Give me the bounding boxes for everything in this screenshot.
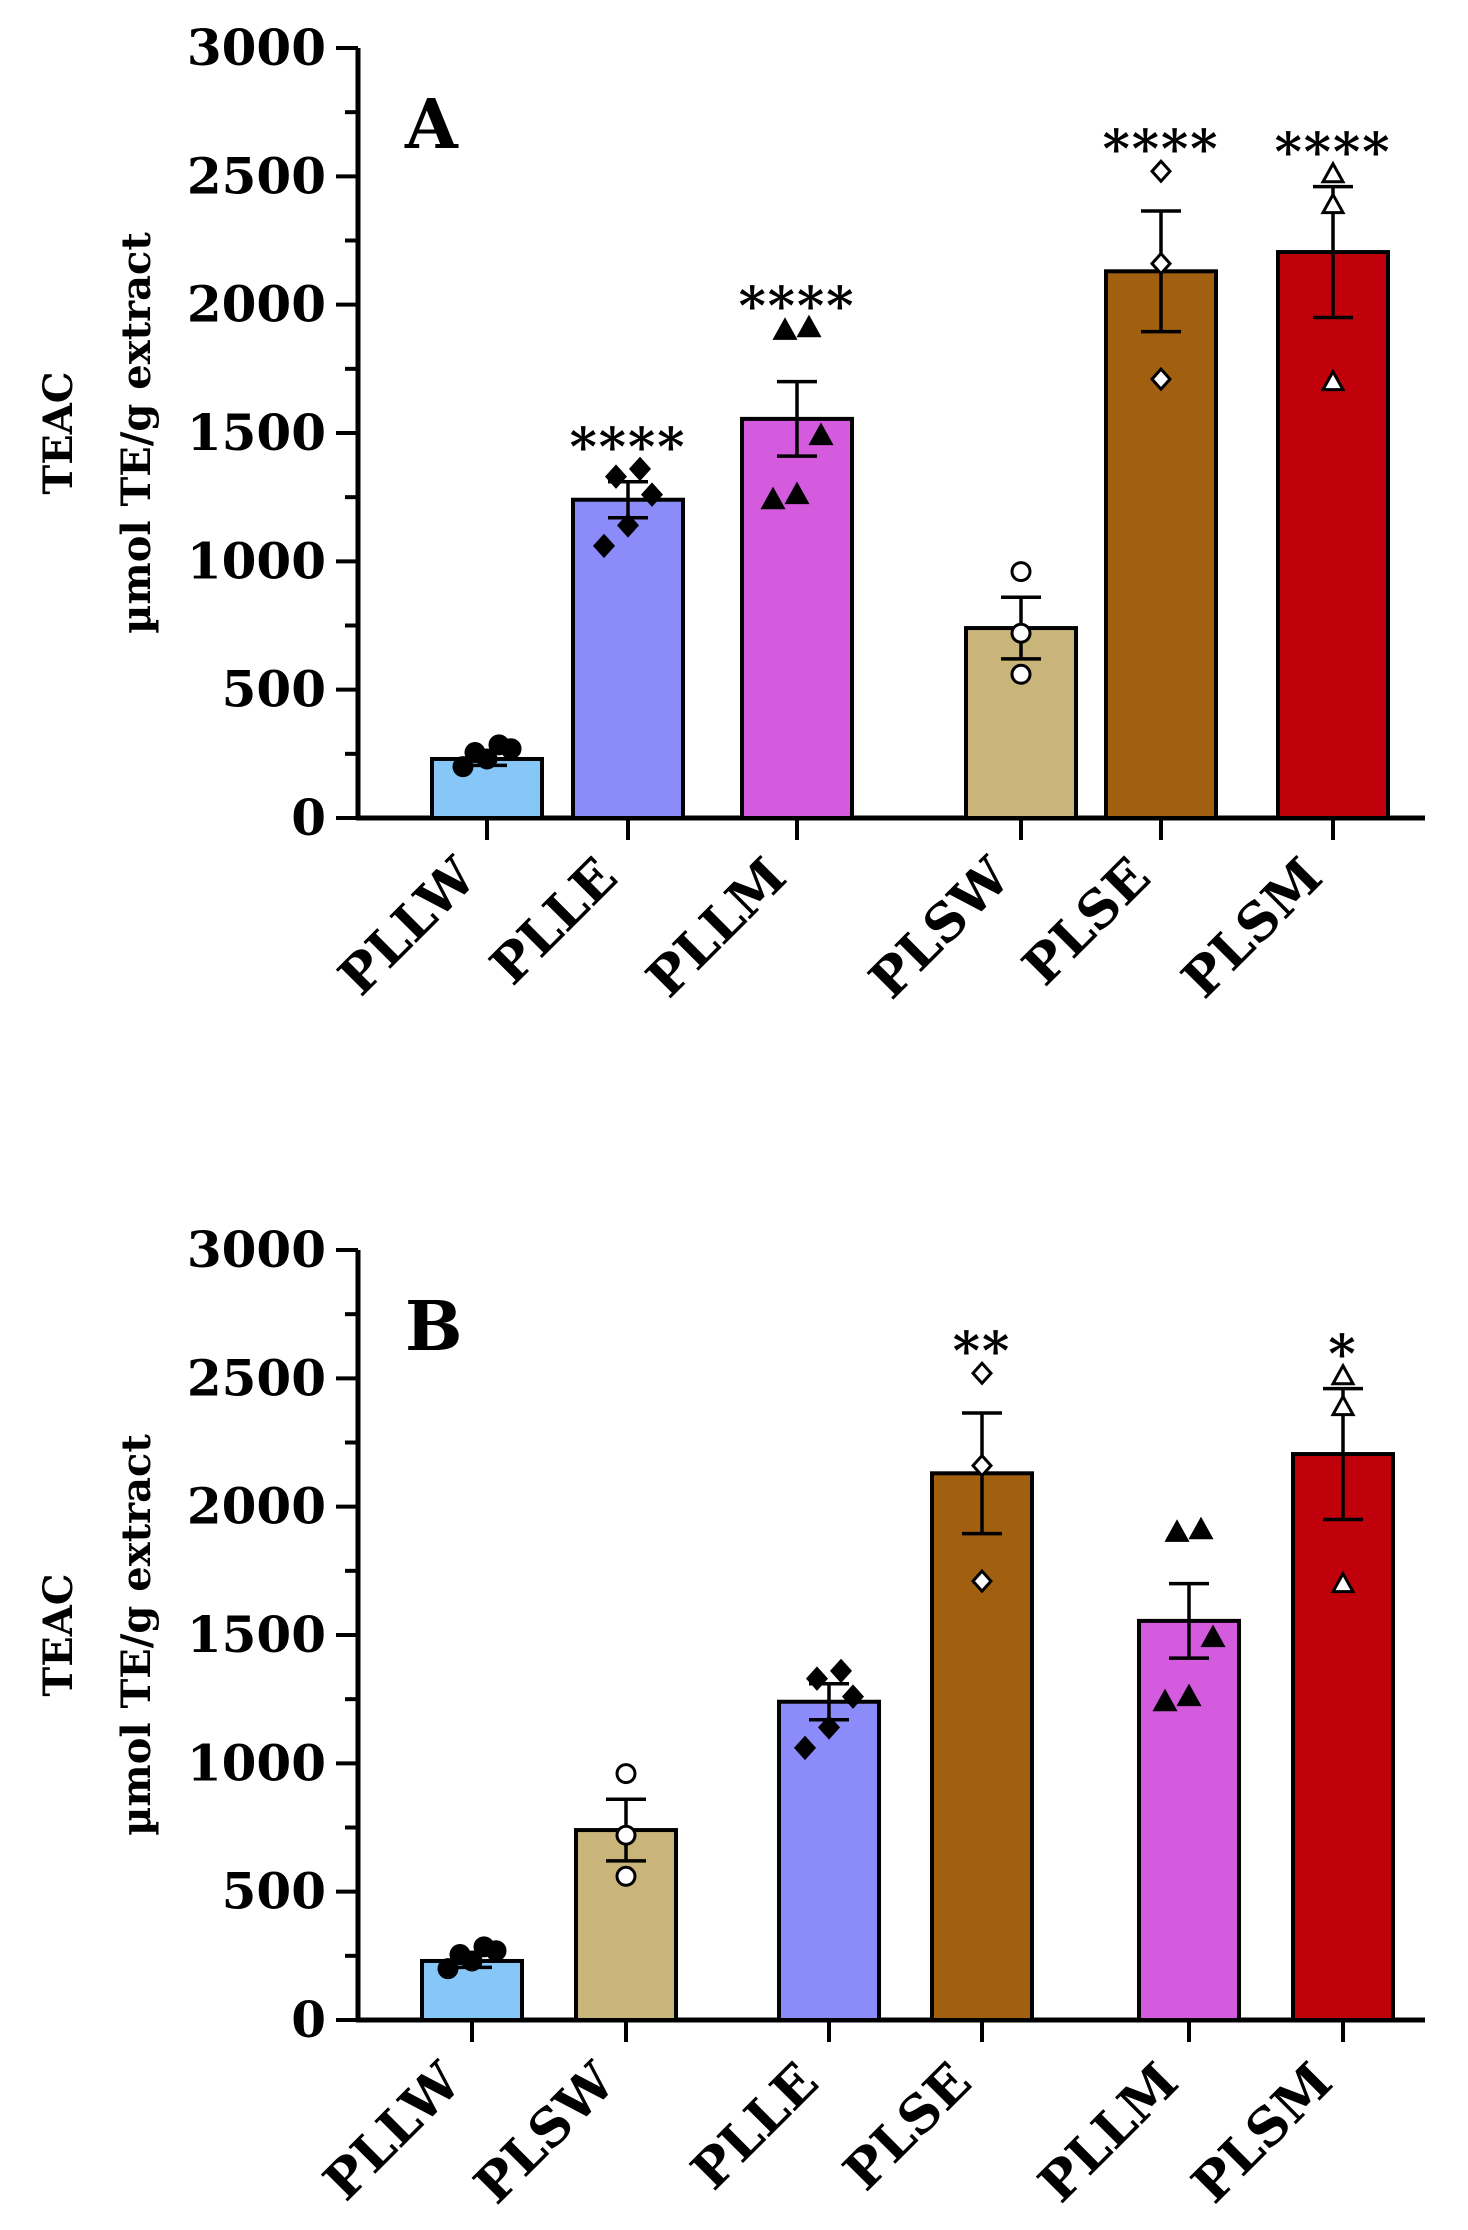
x-tick-label-pllm: PLLM xyxy=(635,846,798,1009)
significance-label: **** xyxy=(570,417,687,478)
data-point xyxy=(808,422,834,446)
data-point xyxy=(615,1865,637,1887)
data-point xyxy=(1200,1624,1226,1648)
significance-label: * xyxy=(1328,1324,1357,1385)
data-point xyxy=(1152,1688,1178,1712)
data-point xyxy=(615,1763,637,1785)
x-tick-label-pllw: PLLW xyxy=(327,845,489,1007)
y-tick-label: 3000 xyxy=(187,18,326,77)
data-point xyxy=(970,1360,994,1386)
data-point xyxy=(817,1715,841,1740)
data-point xyxy=(615,1824,637,1846)
significance-label: ** xyxy=(953,1321,1011,1382)
data-point xyxy=(1188,1516,1214,1540)
bar-plse xyxy=(1104,269,1218,820)
data-point xyxy=(1010,622,1032,644)
bar-pllm xyxy=(1137,1618,1241,2022)
data-point xyxy=(628,456,652,482)
data-point xyxy=(841,1684,865,1709)
y-tick-label: 500 xyxy=(222,660,326,719)
data-point xyxy=(1176,1683,1202,1707)
chart-panel-b: 0 500 1000 1500 2000 2500 3000 TEAC µmol TE/g ex… xyxy=(35,1220,1425,2216)
data-point xyxy=(793,1735,817,1761)
x-tick-label-plsw: PLSW xyxy=(463,2050,629,2216)
significance-label: **** xyxy=(1275,122,1392,183)
x-tick-label-plsm: PLSM xyxy=(1170,846,1334,1010)
x-tick-label-pllm: PLLM xyxy=(1027,2051,1190,2214)
y-tick-label: 2000 xyxy=(187,1477,326,1536)
data-point xyxy=(1149,366,1173,392)
y-axis-label-line2: µmol TE/g extract xyxy=(113,1434,160,1836)
significance-label: **** xyxy=(739,276,856,337)
bar-pllm xyxy=(740,416,854,820)
x-tick-label-pllw: PLLW xyxy=(312,2050,474,2212)
data-point xyxy=(970,1568,994,1594)
data-point xyxy=(1320,368,1346,392)
chart-panel-a: 0 500 1000 1500 2000 2500 3000 TEAC µmol TE/g ex… xyxy=(35,18,1425,1011)
y-tick-label: 1500 xyxy=(187,1605,326,1664)
y-tick-label: 1000 xyxy=(187,1733,326,1792)
y-axis-label-line2: µmol TE/g extract xyxy=(113,232,160,634)
data-point xyxy=(772,317,798,340)
data-point xyxy=(1149,251,1173,276)
data-point xyxy=(592,533,616,559)
data-point xyxy=(452,756,474,778)
data-point xyxy=(640,482,664,507)
y-tick-label: 1500 xyxy=(187,403,326,462)
y-tick-label: 2500 xyxy=(187,1348,326,1407)
bar-plle xyxy=(571,497,685,820)
y-axis-label-line1: TEAC xyxy=(35,371,82,494)
bar-plsm xyxy=(1291,1452,1395,2023)
data-point xyxy=(796,314,822,338)
y-tick-label: 2000 xyxy=(187,275,326,334)
y-tick-label: 3000 xyxy=(187,1220,326,1279)
data-point xyxy=(829,1658,853,1684)
y-tick-label: 500 xyxy=(222,1862,326,1921)
bar-plse xyxy=(930,1471,1034,2023)
y-tick-label: 0 xyxy=(291,788,326,847)
data-point xyxy=(1330,1570,1356,1594)
data-point xyxy=(616,513,640,538)
bar-plsm xyxy=(1276,250,1390,821)
x-tick-label-plle: PLLE xyxy=(479,846,630,997)
data-point xyxy=(1320,160,1346,184)
data-point xyxy=(1149,158,1173,184)
panel-letter: B xyxy=(405,1287,462,1367)
x-tick-label-plsw: PLSW xyxy=(858,845,1024,1011)
data-point xyxy=(464,742,486,764)
y-axis-label-line1: TEAC xyxy=(35,1573,82,1696)
data-point xyxy=(805,1666,829,1691)
data-point xyxy=(784,481,810,505)
data-point xyxy=(449,1944,471,1966)
y-tick-label: 1000 xyxy=(187,531,326,590)
x-tick-label-plse: PLSE xyxy=(832,2051,983,2202)
bar-plle xyxy=(777,1699,881,2022)
data-point xyxy=(488,734,510,756)
panel-letter: A xyxy=(404,85,459,165)
data-point xyxy=(437,1958,459,1980)
x-tick-label-plsm: PLSM xyxy=(1180,2051,1344,2215)
data-point xyxy=(604,464,628,489)
data-point xyxy=(1320,191,1346,215)
y-tick-label: 2500 xyxy=(187,146,326,205)
x-tick-label-plle: PLLE xyxy=(680,2051,831,2202)
y-tick-label: 0 xyxy=(291,1990,326,2049)
data-point xyxy=(1330,1362,1356,1386)
data-point xyxy=(1164,1519,1190,1542)
data-point xyxy=(1010,663,1032,685)
significance-label: **** xyxy=(1103,119,1220,180)
data-point xyxy=(473,1936,495,1958)
data-point xyxy=(1330,1393,1356,1417)
data-point xyxy=(1010,561,1032,583)
data-point xyxy=(760,486,786,510)
data-point xyxy=(970,1453,994,1478)
x-tick-label-plse: PLSE xyxy=(1011,846,1162,997)
